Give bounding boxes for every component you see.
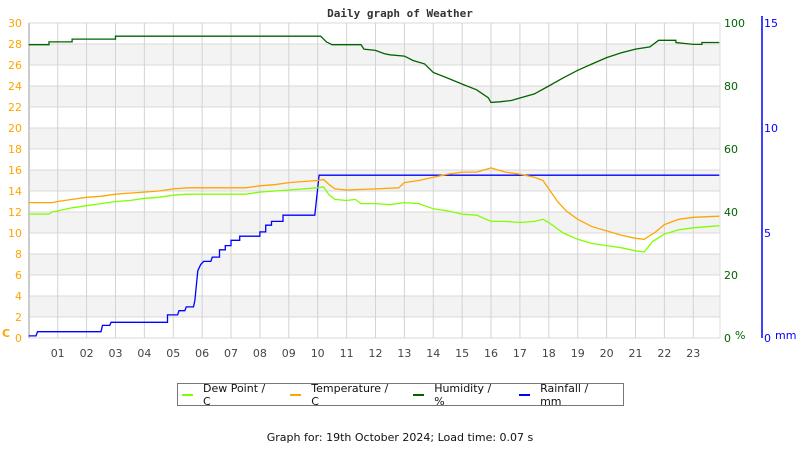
- shaded-band: [29, 86, 720, 107]
- humidity-tick-label: 60: [724, 143, 738, 156]
- x-tick-label: 08: [253, 347, 267, 360]
- x-tick-label: 20: [600, 347, 614, 360]
- x-tick-label: 17: [513, 347, 527, 360]
- x-tick-label: 15: [455, 347, 469, 360]
- legend: Dew Point / C Temperature / C Humidity / %…: [177, 382, 624, 408]
- legend-swatch: [519, 393, 531, 396]
- x-tick-label: 05: [166, 347, 180, 360]
- x-tick-label: 11: [340, 347, 354, 360]
- shaded-band: [29, 212, 720, 233]
- left-tick-label: 16: [8, 164, 22, 177]
- shaded-band: [29, 170, 720, 191]
- left-tick-label: 26: [8, 59, 22, 72]
- legend-swatch: [290, 393, 302, 396]
- left-axis-unit: C: [2, 327, 10, 340]
- x-tick-label: 02: [80, 347, 94, 360]
- legend-item: Rainfall / mm: [519, 382, 613, 408]
- x-tick-label: 21: [628, 347, 642, 360]
- legend-label: Temperature / C: [311, 381, 389, 408]
- humidity-tick-label: 0: [724, 332, 731, 345]
- left-tick-label: 8: [15, 248, 22, 261]
- plot-background: [29, 23, 720, 338]
- left-tick-label: 14: [8, 185, 22, 198]
- left-tick-label: 6: [15, 269, 22, 282]
- rain-tick-label: 5: [764, 227, 771, 240]
- chart-title: Daily graph of Weather: [327, 7, 473, 20]
- series-line-humidity: [28, 35, 720, 104]
- x-tick-label: 18: [542, 347, 556, 360]
- legend-item: Humidity / %: [413, 382, 505, 408]
- gridlines: [29, 22, 720, 339]
- x-tick-label: 01: [51, 347, 65, 360]
- left-tick-label: 12: [8, 206, 22, 219]
- left-tick-label: 28: [8, 38, 22, 51]
- humidity-axis-unit: %: [735, 329, 745, 342]
- x-tick-label: 07: [224, 347, 238, 360]
- series-line-rainfall: [28, 174, 720, 337]
- rain-tick-label: 15: [764, 17, 778, 30]
- shaded-band: [29, 128, 720, 149]
- humidity-tick-label: 40: [724, 206, 738, 219]
- x-tick-label: 23: [686, 347, 700, 360]
- legend-item: Temperature / C: [290, 382, 399, 408]
- x-tick-label: 06: [195, 347, 209, 360]
- legend-item: Dew Point / C: [182, 382, 276, 408]
- rain-tick-label: 0: [764, 332, 771, 345]
- left-tick-label: 0: [15, 332, 22, 345]
- footer-status: Graph for: 19th October 2024; Load time:…: [266, 431, 534, 444]
- left-tick-label: 10: [8, 227, 22, 240]
- left-tick-label: 30: [8, 17, 22, 30]
- left-tick-label: 22: [8, 101, 22, 114]
- x-tick-label: 09: [282, 347, 296, 360]
- legend-label: Rainfall / mm: [540, 381, 589, 408]
- x-tick-label: 13: [397, 347, 411, 360]
- axes: 01 02 03 04 05 06 07 08 09 10 11 12 13 14 15 16 17 18 19 20…: [2, 16, 796, 360]
- left-tick-label: 24: [8, 80, 22, 93]
- legend-swatch: [413, 393, 425, 396]
- rain-tick-label: 10: [764, 122, 778, 135]
- x-tick-label: 14: [426, 347, 440, 360]
- legend-label: Dew Point / C: [202, 381, 266, 408]
- left-tick-label: 2: [15, 311, 22, 324]
- humidity-tick-label: 80: [724, 80, 738, 93]
- shaded-band: [29, 296, 720, 317]
- series-lines: [28, 35, 720, 337]
- x-tick-label: 12: [368, 347, 382, 360]
- rain-axis-unit: mm: [775, 329, 796, 342]
- humidity-tick-label: 100: [724, 17, 745, 30]
- weather-chart: Daily graph of Weather 01 02 03 04 05 06 07 08 0…: [2, 7, 796, 360]
- x-tick-label: 16: [484, 347, 498, 360]
- x-tick-label: 22: [657, 347, 671, 360]
- humidity-tick-label: 20: [724, 269, 738, 282]
- legend-label: Humidity / %: [434, 381, 492, 408]
- shaded-band: [29, 254, 720, 275]
- x-tick-label: 10: [311, 347, 325, 360]
- series-line-temperature: [28, 167, 720, 240]
- series-line-dew: [28, 186, 720, 253]
- legend-swatch: [182, 393, 193, 396]
- x-tick-label: 03: [108, 347, 122, 360]
- left-tick-label: 18: [8, 143, 22, 156]
- x-tick-label: 19: [571, 347, 585, 360]
- x-tick-label: 04: [137, 347, 151, 360]
- left-tick-label: 4: [15, 290, 22, 303]
- left-tick-label: 20: [8, 122, 22, 135]
